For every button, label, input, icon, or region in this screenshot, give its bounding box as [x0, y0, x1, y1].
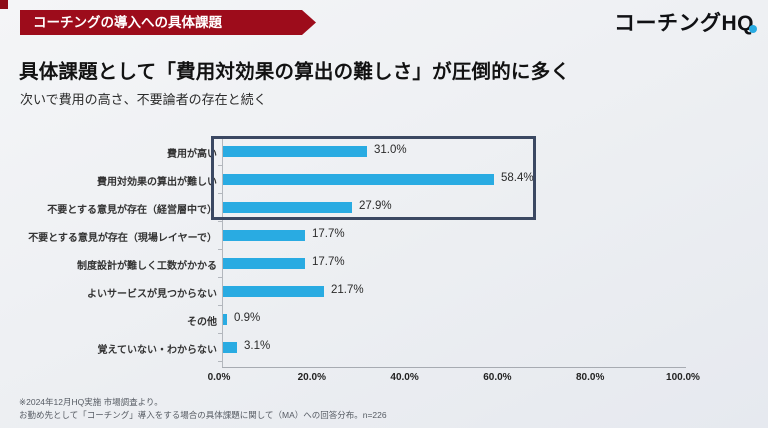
bar	[223, 173, 494, 185]
x-axis-tick-label: 80.0%	[576, 372, 605, 383]
category-label: よいサービスが見つからない	[87, 289, 217, 300]
page-title: 具体課題として「費用対効果の算出の難しさ」が圧倒的に多く	[19, 61, 571, 83]
logo-text: コーチングH	[613, 12, 738, 35]
footnote-line-1: ※2024年12月HQ実施 市場調査より。	[19, 397, 163, 407]
footnote: ※2024年12月HQ実施 市場調査より。 お勤め先として「コーチング」導入をす…	[19, 396, 387, 422]
category-label: その他	[187, 317, 217, 328]
section-badge-label: コーチングの導入への具体課題	[33, 15, 222, 30]
highlight-box	[211, 136, 536, 220]
bar-value-label: 0.9%	[234, 312, 261, 324]
bar	[223, 257, 305, 269]
bar	[223, 313, 227, 325]
category-label: 費用が高い	[167, 149, 217, 160]
footnote-line-2: お勤め先として「コーチング」導入をする場合の具体課題に関して（MA）への回答分布…	[19, 410, 387, 420]
x-axis-tick-label: 20.0%	[297, 372, 326, 383]
corner-accent	[0, 0, 8, 9]
x-axis-tick-label: 60.0%	[483, 372, 512, 383]
y-axis-line	[222, 137, 223, 367]
logo: コーチングHQ	[613, 7, 757, 37]
y-axis-tick	[218, 333, 222, 334]
bar-value-label: 17.7%	[312, 256, 345, 268]
x-axis-line	[222, 367, 686, 368]
y-axis-tick	[218, 361, 222, 362]
bar	[223, 201, 352, 213]
y-axis-tick	[218, 249, 222, 250]
section-badge: コーチングの導入への具体課題	[20, 10, 316, 35]
bar	[223, 229, 305, 241]
bar-value-label: 31.0%	[374, 144, 407, 156]
x-axis-tick-label: 100.0%	[666, 372, 700, 383]
category-label: 不要とする意見が存在（現場レイヤーで）	[28, 233, 217, 244]
category-label: 費用対効果の算出が難しい	[97, 177, 217, 188]
category-label: 覚えていない・わからない	[97, 345, 218, 356]
bar-value-label: 17.7%	[312, 228, 345, 240]
bar-value-label: 27.9%	[359, 200, 392, 212]
y-axis-tick	[218, 277, 222, 278]
y-axis-tick	[218, 305, 222, 306]
y-axis-tick	[218, 165, 222, 166]
logo-dot-icon	[749, 25, 757, 33]
bar-value-label: 21.7%	[331, 284, 364, 296]
bar	[223, 341, 237, 353]
y-axis-tick	[218, 221, 222, 222]
x-axis-tick-label: 40.0%	[390, 372, 419, 383]
logo-q: Q	[737, 12, 757, 36]
category-label: 不要とする意見が存在（経営層中で）	[47, 205, 217, 216]
bar	[223, 285, 324, 297]
category-label: 制度設計が難しく工数がかかる	[77, 261, 217, 272]
x-axis-tick-label: 0.0%	[207, 372, 231, 383]
page-subtitle: 次いで費用の高さ、不要論者の存在と続く	[20, 92, 267, 107]
bar-value-label: 58.4%	[501, 172, 534, 184]
bar-value-label: 3.1%	[244, 340, 271, 352]
y-axis-tick	[218, 193, 222, 194]
bar	[223, 145, 367, 157]
